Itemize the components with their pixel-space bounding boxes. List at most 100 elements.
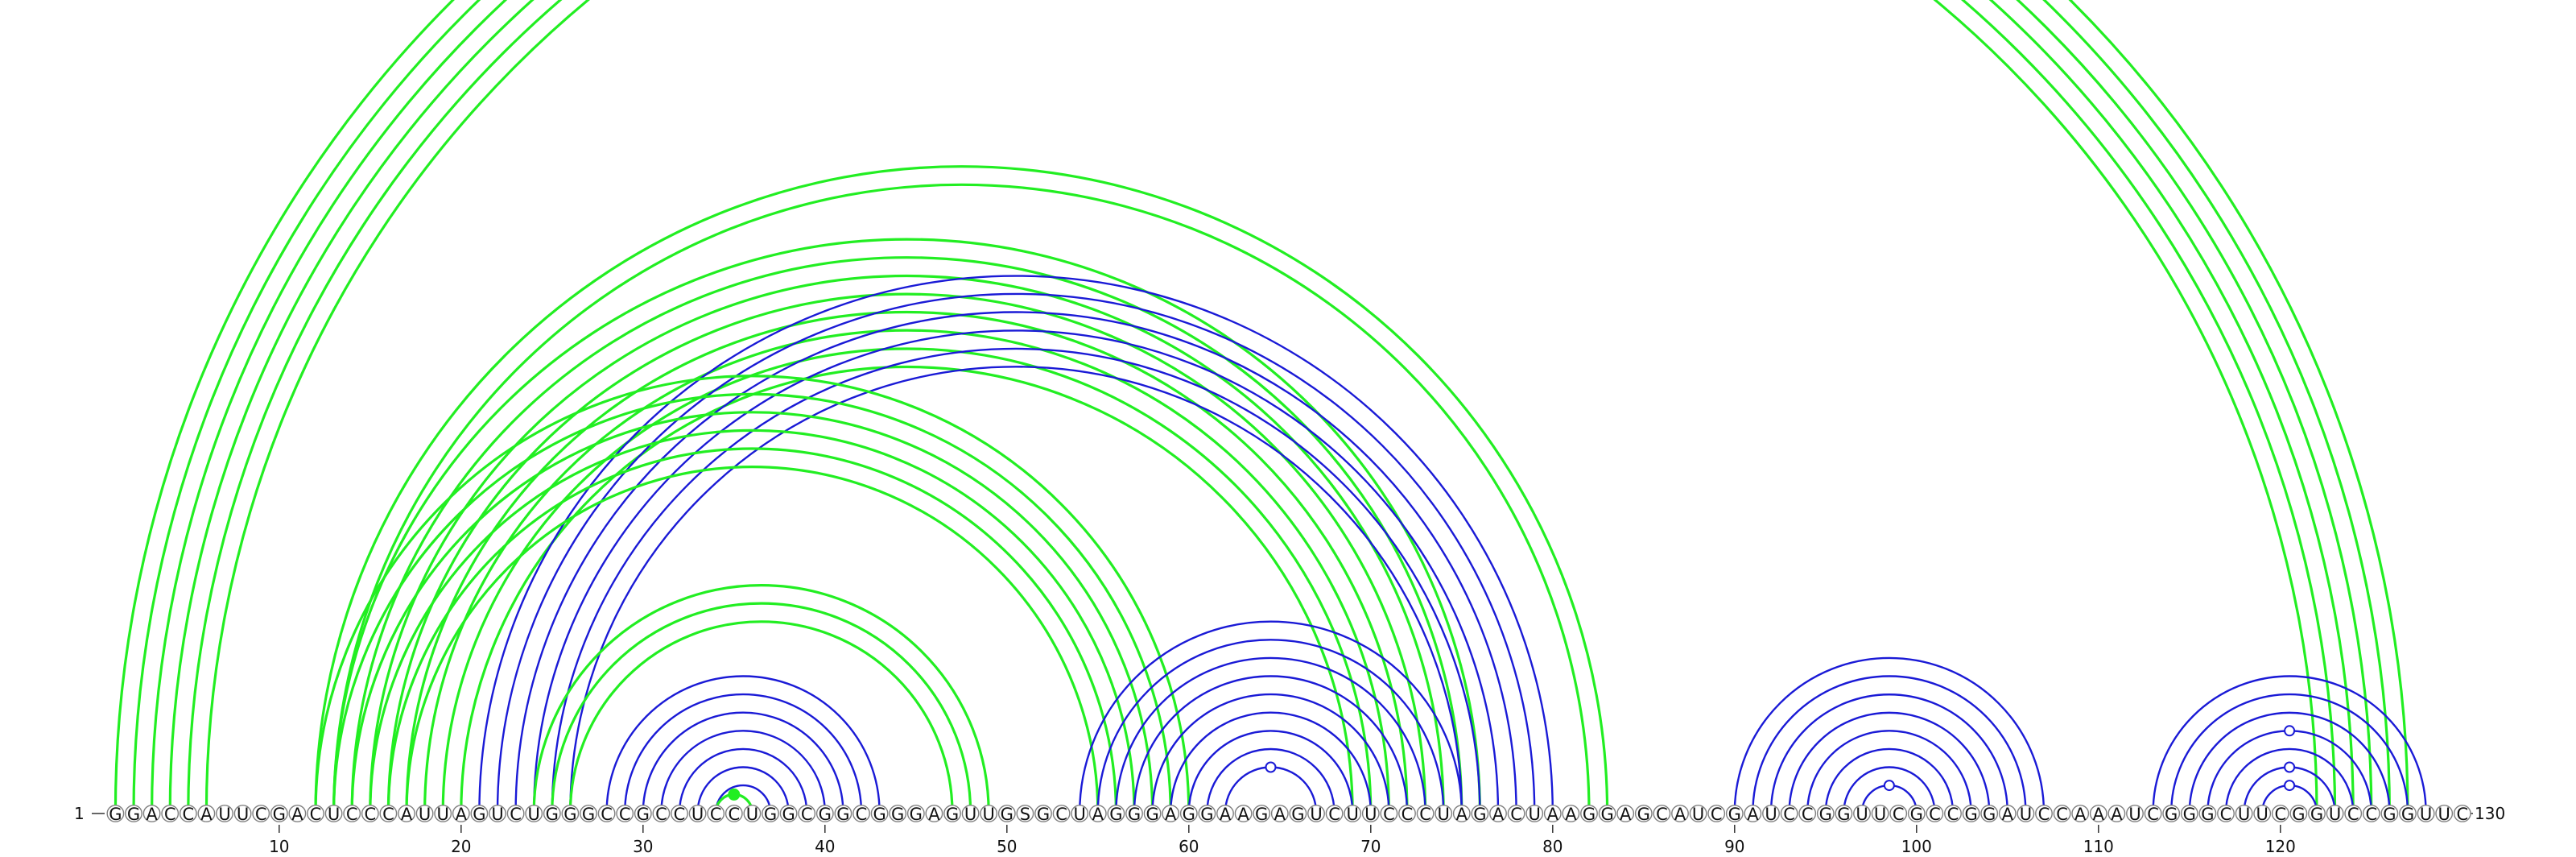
- nucleotide-98: U: [1872, 805, 1888, 824]
- nucleotide-111: A: [2108, 805, 2124, 824]
- nucleotide-letter: C: [1656, 805, 1668, 824]
- nucleotide-64: G: [1253, 805, 1269, 824]
- nucleotide-5: C: [180, 805, 196, 824]
- nucleotide-letter: G: [473, 805, 485, 824]
- nucleotide-76: G: [1472, 805, 1488, 824]
- nucleotide-letter: C: [382, 805, 394, 824]
- nucleotide-letter: U: [964, 805, 976, 824]
- nucleotide-letter: A: [1674, 805, 1686, 824]
- nucleotide-letter: C: [601, 805, 613, 824]
- nucleotide-13: U: [325, 805, 341, 824]
- nucleotide-125: C: [2363, 805, 2380, 824]
- pair-marker-116-125: [2285, 726, 2294, 735]
- nucleotide-90: G: [1727, 805, 1743, 824]
- pair-marker-34-36: [729, 789, 739, 800]
- position-axis: 10 20 30 40 50 60 70 80 90 100 110 120: [269, 825, 2296, 856]
- nucleotide-letter: A: [1456, 805, 1468, 824]
- nucleotide-40: G: [817, 805, 833, 824]
- nucleotide-letter: A: [146, 805, 158, 824]
- pair-arc-93-104: [1790, 713, 1990, 813]
- nucleotide-letter: C: [710, 805, 722, 824]
- pair-arc-17-72: [407, 313, 1407, 813]
- nucleotide-97: U: [1854, 805, 1870, 824]
- nucleotide-letter: U: [1874, 805, 1886, 824]
- nucleotide-99: C: [1890, 805, 1906, 824]
- pair-marker-62-67: [1266, 763, 1276, 772]
- tick-label-70: 70: [1360, 837, 1381, 856]
- nucleotide-17: A: [398, 805, 415, 824]
- nucleotide-letter: U: [1074, 805, 1086, 824]
- nucleotide-103: G: [1963, 805, 1979, 824]
- nucleotide-69: U: [1344, 805, 1360, 824]
- nucleotide-letter: U: [1438, 805, 1450, 824]
- nucleotide-letter: G: [2201, 805, 2214, 824]
- nucleotide-letter: C: [2274, 805, 2286, 824]
- nucleotide-letter: C: [1711, 805, 1723, 824]
- sequence-start-label: 1: [74, 804, 85, 823]
- nucleotide-72: C: [1399, 805, 1415, 824]
- nucleotide-89: C: [1708, 805, 1724, 824]
- nucleotide-20: A: [453, 805, 469, 824]
- nucleotide-65: A: [1272, 805, 1288, 824]
- nucleotide-119: U: [2254, 805, 2270, 824]
- nucleotide-letter: U: [2238, 805, 2250, 824]
- nucleotide-letter: U: [437, 805, 449, 824]
- nucleotide-letter: U: [1364, 805, 1377, 824]
- nucleotide-113: C: [2145, 805, 2161, 824]
- pair-arc-13-76: [334, 239, 1480, 813]
- pair-arc-34-37: [716, 785, 770, 813]
- nucleotide-41: G: [835, 805, 851, 824]
- nucleotide-118: U: [2235, 805, 2252, 824]
- nucleotide-60: G: [1181, 805, 1197, 824]
- nucleotide-letter: A: [2002, 805, 2014, 824]
- nucleotide-37: G: [762, 805, 778, 824]
- nucleotide-81: A: [1563, 805, 1579, 824]
- nucleotide-letter: C: [1383, 805, 1395, 824]
- nucleotide-34: C: [708, 805, 724, 824]
- nucleotide-letter: S: [1020, 805, 1030, 824]
- nucleotide-letter: G: [891, 805, 904, 824]
- nucleotide-67: U: [1308, 805, 1324, 824]
- nucleotide-68: C: [1326, 805, 1342, 824]
- nucleotide-letter: G: [1109, 805, 1122, 824]
- nucleotide-50: G: [999, 805, 1015, 824]
- nucleotide-letter: G: [2401, 805, 2414, 824]
- nucleotide-6: A: [198, 805, 214, 824]
- nucleotide-letter: U: [1765, 805, 1777, 824]
- nucleotide-105: A: [2000, 805, 2016, 824]
- nucleotide-letter: G: [2292, 805, 2305, 824]
- nucleotide-45: G: [908, 805, 924, 824]
- nucleotide-63: A: [1235, 805, 1251, 824]
- pair-arc-3-125: [152, 0, 2372, 813]
- nucleotide-129: U: [2436, 805, 2452, 824]
- nucleotide-114: G: [2163, 805, 2179, 824]
- nucleotide-letter: U: [218, 805, 230, 824]
- nucleotide-letter: A: [401, 805, 413, 824]
- nucleotide-letter: G: [1183, 805, 1195, 824]
- nucleotide-25: G: [544, 805, 560, 824]
- nucleotide-letter: A: [1165, 805, 1177, 824]
- nucleotide-122: G: [2309, 805, 2325, 824]
- nucleotide-16: C: [380, 805, 396, 824]
- nucleotide-letter: C: [728, 805, 740, 824]
- nucleotide-39: C: [799, 805, 815, 824]
- pair-arc-31-40: [661, 731, 824, 813]
- nucleotide-73: C: [1417, 805, 1433, 824]
- nucleotide-9: C: [253, 805, 269, 824]
- nucleotide-88: U: [1690, 805, 1706, 824]
- nucleotide-letter: G: [1910, 805, 1923, 824]
- nucleotide-letter: U: [419, 805, 431, 824]
- nucleotide-19: U: [435, 805, 451, 824]
- nucleotide-letter: U: [1529, 805, 1541, 824]
- nucleotide-47: G: [944, 805, 960, 824]
- nucleotide-letter: U: [691, 805, 704, 824]
- nucleotide-letter: A: [1092, 805, 1104, 824]
- nucleotide-52: G: [1035, 805, 1051, 824]
- nucleotide-24: U: [526, 805, 542, 824]
- nucleotide-57: G: [1126, 805, 1142, 824]
- nucleotide-51: S: [1017, 805, 1033, 824]
- pair-arc-25-76: [552, 349, 1480, 813]
- nucleotide-letter: C: [1419, 805, 1431, 824]
- nucleotide-letter: A: [928, 805, 940, 824]
